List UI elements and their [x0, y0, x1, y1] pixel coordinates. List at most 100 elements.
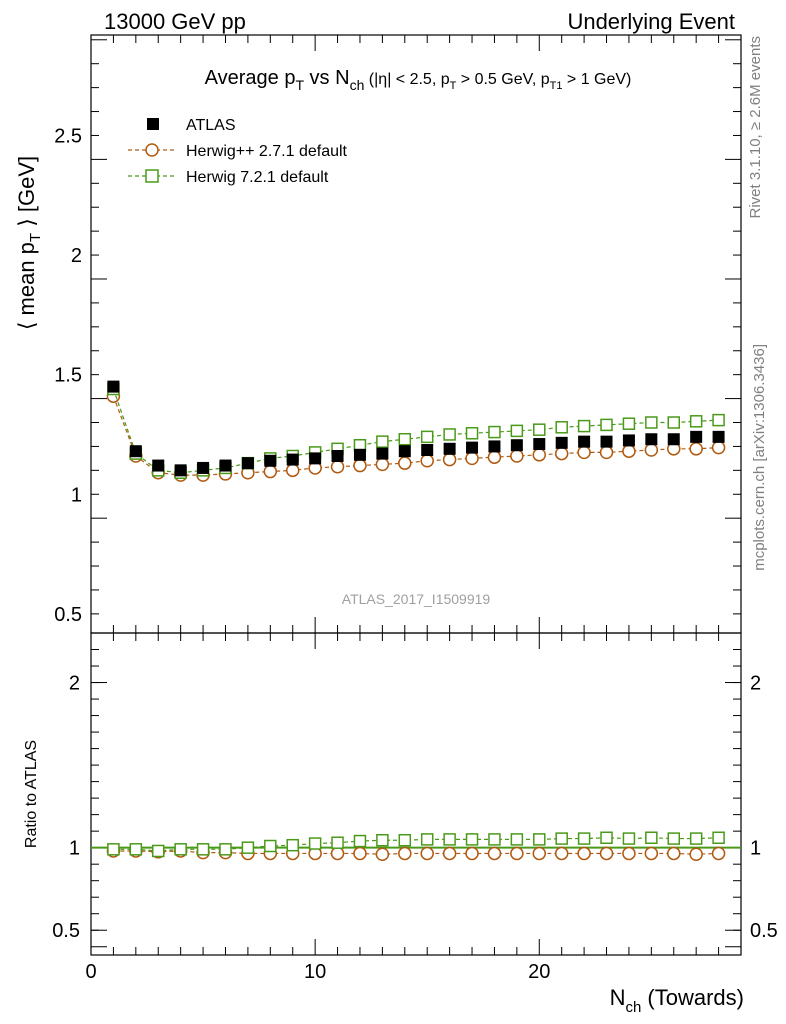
ratio-panel-frame	[90, 632, 742, 956]
main-point-herwigpp	[510, 449, 524, 463]
ratio-point-herwig7	[151, 844, 165, 858]
ratio-point-herwigpp	[465, 846, 479, 861]
main-point-atlas	[443, 442, 456, 455]
ratio-point-herwigpp	[577, 846, 591, 861]
ratio-point-herwig7	[174, 843, 187, 856]
ratio-point-herwig7	[264, 839, 277, 853]
ratio-point-herwigpp	[599, 846, 614, 861]
main-point-atlas	[578, 435, 591, 448]
main-point-herwig7	[555, 421, 568, 434]
main-point-atlas	[309, 452, 322, 465]
main-point-herwig7	[398, 432, 412, 446]
main-point-atlas	[466, 441, 479, 454]
legend: ATLAS Herwig++ 2.7.1 default Herwig 7.2.…	[128, 117, 348, 186]
ratio-point-herwig7	[645, 831, 658, 845]
header-left: 13000 GeV pp	[104, 9, 246, 34]
main-point-herwig7	[420, 430, 434, 444]
analysis-watermark: ATLAS_2017_I1509919	[342, 591, 491, 607]
ratio-point-herwigpp	[353, 846, 367, 861]
ratio-point-herwigpp	[510, 846, 524, 861]
main-point-atlas	[152, 459, 165, 472]
main-point-atlas	[622, 434, 635, 447]
main-point-atlas	[219, 459, 232, 472]
y-tick-label: 0.5	[54, 604, 82, 626]
ratio-point-herwigpp	[398, 846, 412, 861]
main-point-herwigpp	[375, 457, 390, 472]
legend-label-herwig7: Herwig 7.2.1 default	[186, 169, 329, 186]
main-point-herwig7	[712, 413, 725, 427]
ratio-point-herwig7	[689, 832, 703, 845]
main-point-atlas	[600, 435, 613, 448]
legend-label-herwigpp: Herwig++ 2.7.1 default	[186, 143, 348, 160]
ratio-point-herwigpp	[622, 846, 636, 861]
legend-label-atlas: ATLAS	[186, 117, 236, 134]
ratio-y-tick-label-right: 0.5	[750, 920, 778, 942]
ratio-point-herwig7	[107, 843, 120, 856]
ratio-point-herwigpp	[667, 846, 681, 861]
main-point-atlas	[129, 445, 142, 458]
main-point-atlas	[286, 453, 299, 466]
main-series-line	[112, 395, 719, 476]
main-point-herwig7	[510, 424, 524, 438]
ratio-point-herwig7	[465, 833, 479, 846]
y-tick-label: 2	[71, 245, 82, 267]
main-point-herwig7	[689, 415, 703, 428]
main-point-herwigpp	[711, 440, 726, 455]
y-tick-label: 1	[71, 484, 82, 506]
main-point-atlas	[398, 445, 411, 458]
ratio-point-herwig7	[286, 838, 299, 852]
rivet-label: Rivet 3.1.10, ≥ 2.6M events	[747, 36, 764, 219]
ratio-point-herwig7	[712, 831, 725, 845]
main-point-herwigpp	[644, 443, 659, 457]
main-point-herwig7	[622, 417, 636, 430]
ratio-point-herwigpp	[689, 847, 703, 862]
ratio-point-herwig7	[308, 837, 322, 850]
ratio-point-herwig7	[667, 832, 681, 845]
ratio-series-line	[113, 850, 719, 855]
y-tick-label: 2.5	[54, 125, 82, 147]
x-tick-label: 0	[85, 961, 96, 983]
main-point-atlas	[421, 444, 434, 457]
ratio-point-herwig7	[353, 834, 367, 848]
ratio-point-herwig7	[219, 843, 232, 856]
main-point-atlas	[645, 433, 658, 446]
ratio-point-herwigpp	[420, 846, 434, 861]
main-point-atlas	[667, 433, 680, 446]
ratio-y-tick-label: 1	[69, 838, 80, 860]
ratio-point-herwigpp	[375, 847, 390, 862]
legend-marker-herwigpp	[145, 143, 159, 157]
main-point-atlas	[241, 457, 254, 470]
ratio-point-herwigpp	[330, 846, 345, 861]
main-point-herwig7	[376, 435, 389, 448]
ratio-point-herwig7	[196, 843, 210, 856]
ratio-y-axis-label: Ratio to ATLAS	[23, 740, 40, 848]
x-tick-label: 10	[304, 961, 326, 983]
main-point-atlas	[555, 436, 568, 449]
ratio-point-herwig7	[376, 833, 389, 847]
main-point-herwigpp	[689, 442, 703, 456]
main-point-herwig7	[533, 423, 546, 436]
main-point-herwigpp	[487, 450, 502, 464]
main-point-herwig7	[443, 428, 456, 441]
main-point-atlas	[376, 447, 389, 460]
main-point-herwigpp	[442, 452, 457, 467]
ratio-point-herwigpp	[487, 846, 502, 861]
ratio-point-herwig7	[398, 833, 412, 847]
main-point-herwig7	[645, 416, 658, 429]
main-point-atlas	[331, 449, 344, 462]
ratio-point-herwig7	[129, 843, 143, 856]
header-right: Underlying Event	[567, 9, 735, 34]
ratio-series-line	[113, 837, 719, 852]
x-tick-label: 20	[528, 961, 550, 983]
ratio-point-herwig7	[555, 832, 568, 845]
ratio-point-herwig7	[510, 833, 524, 846]
ratio-point-herwigpp	[711, 846, 726, 861]
ratio-y-tick-label-right: 1	[750, 838, 761, 860]
ratio-point-herwig7	[241, 841, 255, 854]
ratio-point-herwig7	[488, 833, 501, 846]
ratio-y-tick-label: 0.5	[52, 920, 80, 942]
main-point-herwig7	[577, 419, 591, 433]
main-point-herwigpp	[554, 446, 569, 461]
ratio-point-herwig7	[443, 833, 456, 846]
